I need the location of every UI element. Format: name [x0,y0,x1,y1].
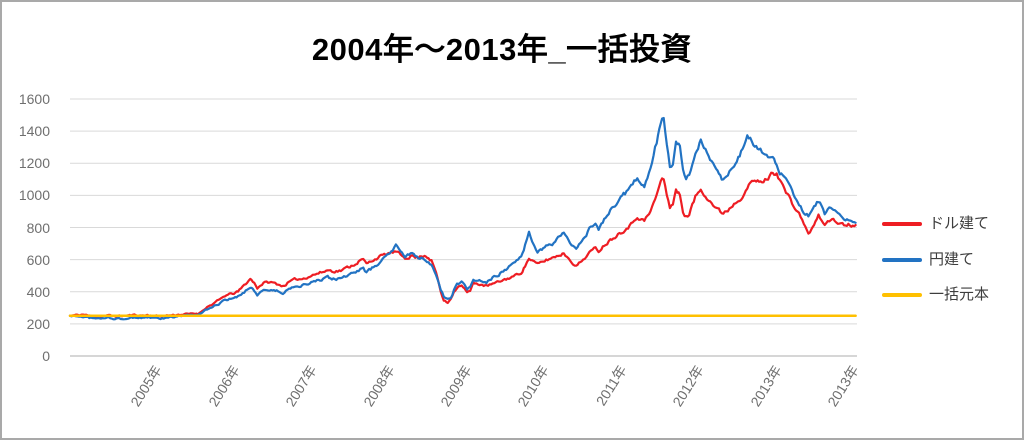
series-line-usd [68,171,857,319]
y-axis-tick-label: 200 [26,315,50,332]
y-axis-tick-label: 400 [26,283,50,300]
legend-line-usd-icon [882,222,922,226]
chart-title: 2004年～2013年_一括投資 [311,32,693,67]
legend-line-jpy-icon [882,258,922,262]
y-axis-tick-label: 1400 [18,123,50,140]
y-axis-tick-label: 1200 [18,155,50,172]
series-line-jpy [68,116,857,321]
y-axis-tick-label: 1600 [18,91,50,107]
legend-label-usd: ドル建て [929,215,990,232]
legend-item-usd: ドル建て [882,216,989,232]
legend-item-jpy: 円建て [882,252,974,268]
legend-label-principal: 一括元本 [929,286,990,303]
y-axis-tick-label: 1000 [18,187,50,204]
y-axis-tick-label: 0 [42,348,50,364]
y-axis-tick-label: 600 [26,251,50,268]
y-axis-tick-label: 800 [26,219,50,236]
legend-item-principal: 一括元本 [882,287,989,303]
legend-line-principal-icon [882,293,922,297]
legend-label-jpy: 円建て [929,251,975,268]
